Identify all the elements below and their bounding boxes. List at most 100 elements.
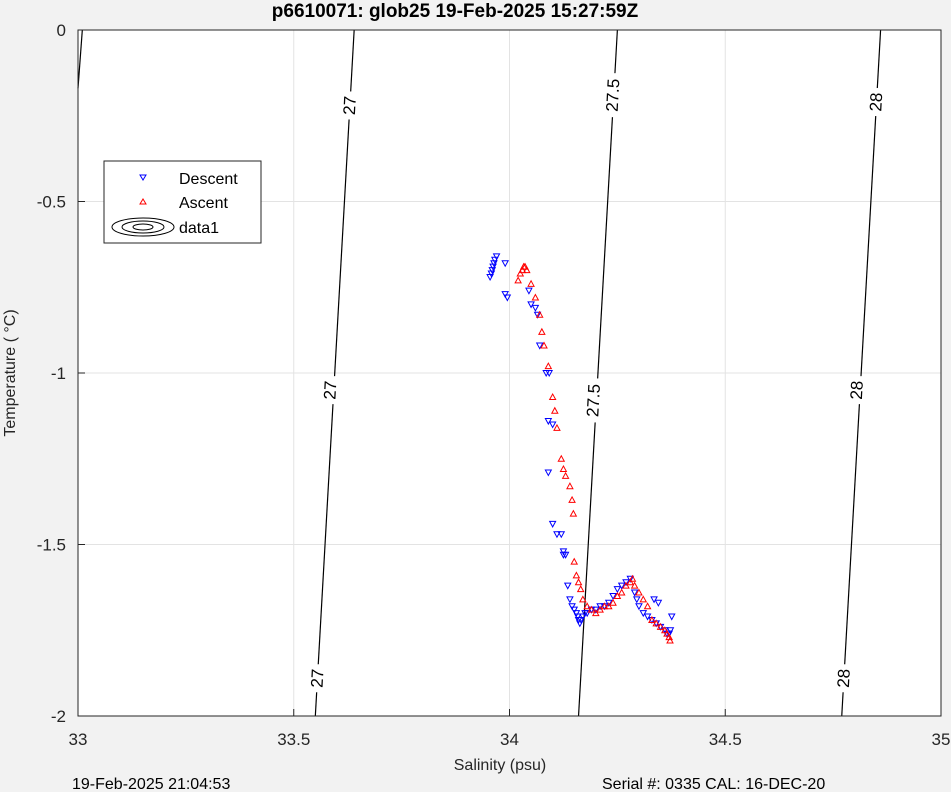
ascent-point (518, 266, 527, 274)
ascent-point (538, 327, 546, 335)
descent-point (650, 596, 658, 604)
descent-series (486, 253, 676, 638)
legend-descent-label: Descent (179, 171, 238, 188)
descent-point (626, 575, 635, 583)
contour-label: 28 (866, 92, 886, 112)
ascent-point (514, 276, 522, 284)
descent-point (591, 606, 600, 614)
descent-point (559, 548, 568, 556)
x-tick-label: 33.5 (277, 730, 310, 749)
ascent-point (626, 578, 635, 586)
ascent-point (587, 605, 596, 613)
descent-point (635, 603, 643, 611)
footer-timestamp: 19-Feb-2025 21:04:53 (72, 776, 230, 792)
contour-label-background (305, 664, 330, 693)
descent-point (630, 589, 639, 597)
contour-label-background (601, 73, 626, 118)
ascent-point (604, 602, 613, 610)
descent-point (501, 291, 510, 299)
ascent-point (574, 578, 583, 586)
contour-label-background (318, 376, 343, 405)
descent-point (666, 627, 675, 635)
ascent-point (540, 341, 548, 349)
ascent-series (514, 262, 674, 644)
ascent-point (591, 609, 600, 617)
ascent-point (569, 509, 578, 517)
descent-point (492, 253, 501, 261)
descent-point (563, 582, 572, 590)
contour-label-background (831, 664, 856, 693)
ascent-point (660, 626, 669, 634)
descent-point (490, 256, 499, 264)
ascent-point (566, 482, 574, 490)
ascent-point (643, 602, 652, 610)
descent-point (596, 603, 604, 611)
descent-point (622, 579, 630, 587)
contour-label-background (864, 88, 889, 117)
descent-point (604, 599, 613, 607)
descent-point (667, 613, 676, 621)
x-tick-label: 33 (69, 730, 88, 749)
contour-label: 28 (847, 380, 867, 400)
contour-line (77, 29, 83, 89)
descent-point (535, 342, 544, 350)
contour-label: 28 (834, 668, 854, 688)
ascent-point (656, 622, 665, 630)
y-tick-label: -2 (51, 707, 66, 726)
contour-label: 27 (340, 96, 360, 116)
descent-point (654, 599, 663, 607)
ascent-point (553, 423, 561, 431)
ascent-point (622, 581, 630, 589)
y-tick-label: -1 (51, 364, 66, 383)
ascent-point (561, 471, 570, 479)
ascent-point (663, 629, 671, 637)
contour-label: 27.5 (603, 78, 624, 112)
density-contours: 27 27 27 27.5 27.5 28 28 28 (77, 29, 889, 717)
contour-label: 27 (308, 668, 328, 688)
ascent-point (535, 310, 544, 318)
ascent-point (639, 595, 648, 603)
descent-point (643, 613, 652, 621)
contour-label: 27 (320, 380, 340, 400)
descent-point (544, 418, 553, 426)
descent-point (501, 260, 510, 268)
descent-point (503, 294, 512, 302)
descent-point (544, 469, 553, 477)
descent-point (527, 301, 535, 309)
ascent-point (559, 464, 568, 473)
ascent-point (557, 454, 566, 462)
y-tick-label: -1.5 (37, 536, 66, 555)
descent-point (609, 592, 617, 600)
ascent-point (600, 602, 609, 610)
descent-point (579, 613, 587, 621)
ascent-point (522, 266, 531, 274)
legend-ascent-label: Ascent (179, 195, 228, 212)
descent-point (525, 287, 533, 295)
ascent-point (544, 362, 553, 370)
descent-point (568, 603, 576, 611)
x-tick-label: 35 (932, 730, 951, 749)
x-axis-label: Salinity (psu) (454, 757, 546, 774)
descent-point (577, 616, 585, 625)
ascent-point (617, 588, 626, 596)
legend-contour-icon (111, 217, 175, 237)
contour-label-background (844, 376, 869, 405)
x-tick-label: 34.5 (709, 730, 742, 749)
descent-point (583, 610, 592, 618)
descent-point (548, 421, 557, 429)
legend-box (103, 160, 262, 244)
ascent-point (516, 269, 525, 277)
descent-point (572, 610, 581, 618)
ascent-point (583, 602, 592, 610)
legend-data1-label: data1 (179, 220, 219, 237)
descent-point (531, 304, 540, 312)
y-tick-label: 0 (57, 21, 66, 40)
contour-line (314, 29, 355, 717)
ascent-point (648, 615, 656, 623)
descent-point (553, 531, 561, 539)
y-tick-label: -0.5 (37, 193, 66, 212)
x-axis-ticks: 33 33.5 34 34.5 35 (69, 709, 951, 749)
contour-label-background (337, 91, 362, 120)
contour-line (841, 29, 882, 717)
